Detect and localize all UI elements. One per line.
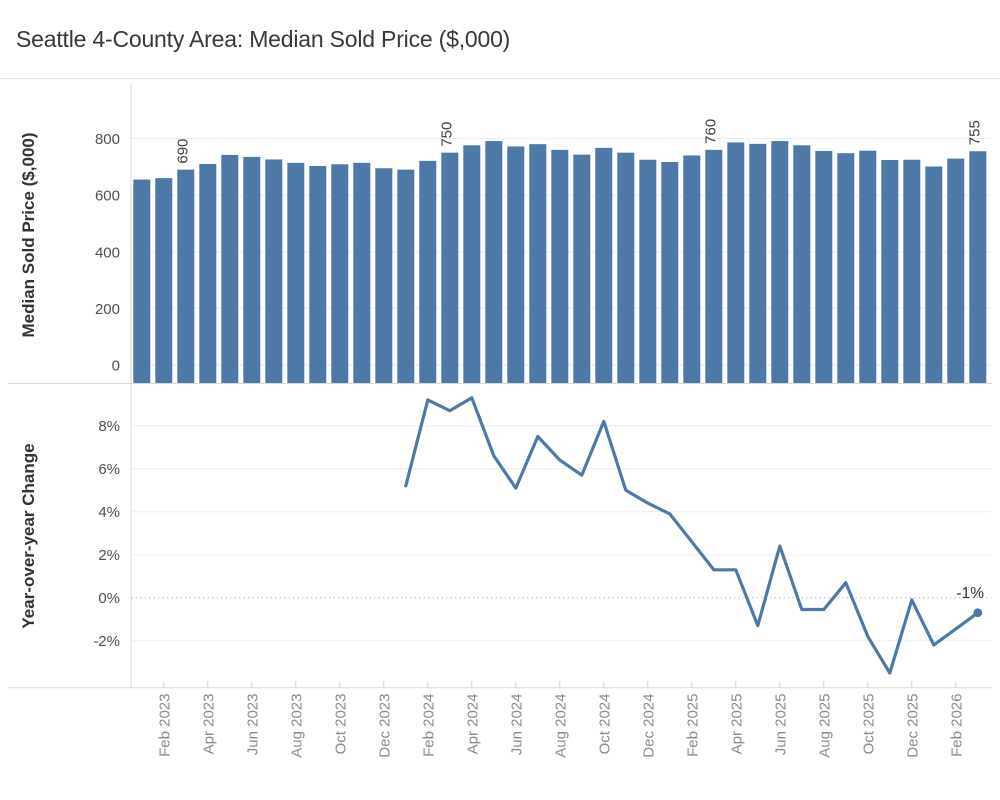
bar-jun-2024[interactable] bbox=[507, 146, 525, 384]
bar-jul-2025[interactable] bbox=[793, 145, 811, 384]
y-tick-label: 600 bbox=[95, 188, 120, 205]
x-tick-label: Apr 2024 bbox=[464, 694, 481, 755]
bar-jul-2024[interactable] bbox=[529, 144, 547, 384]
bar-sep-2025[interactable] bbox=[837, 153, 855, 384]
bar-may-2023[interactable] bbox=[221, 154, 239, 384]
bar-nov-2025[interactable] bbox=[881, 160, 899, 384]
bar-feb-2023[interactable] bbox=[155, 178, 173, 384]
bar-oct-2023[interactable] bbox=[331, 164, 349, 384]
bar-feb-2026[interactable] bbox=[947, 158, 965, 384]
bar-feb-2025[interactable] bbox=[683, 155, 701, 384]
bar-jun-2025[interactable] bbox=[771, 141, 789, 384]
bar-jan-2026[interactable] bbox=[925, 166, 943, 384]
bar-aug-2025[interactable] bbox=[815, 150, 833, 384]
bar-oct-2024[interactable] bbox=[595, 147, 613, 384]
x-tick-label: Jun 2023 bbox=[244, 694, 261, 756]
bar-sep-2024[interactable] bbox=[573, 154, 591, 384]
y-tick-label: -2% bbox=[93, 633, 120, 650]
x-tick-label: Dec 2024 bbox=[640, 694, 657, 758]
y-tick-label: 0 bbox=[112, 358, 120, 375]
title-divider bbox=[0, 78, 1000, 79]
y-tick-label: 4% bbox=[98, 504, 120, 521]
y-tick-label: 200 bbox=[95, 301, 120, 318]
bar-nov-2024[interactable] bbox=[617, 152, 635, 384]
x-tick-label: Dec 2025 bbox=[904, 694, 921, 758]
bar-nov-2023[interactable] bbox=[353, 162, 371, 384]
bar-sep-2023[interactable] bbox=[309, 165, 327, 384]
x-tick-label: Apr 2023 bbox=[200, 694, 217, 755]
bar-oct-2025[interactable] bbox=[859, 150, 877, 384]
bar-mar-2023[interactable] bbox=[177, 169, 195, 384]
x-tick-label: Oct 2023 bbox=[332, 694, 349, 755]
x-tick-label: Aug 2023 bbox=[288, 694, 305, 758]
yoy-end-point[interactable] bbox=[973, 608, 983, 618]
bar-dec-2024[interactable] bbox=[639, 159, 657, 384]
x-tick-label: Aug 2025 bbox=[816, 694, 833, 758]
x-tick-label: Oct 2025 bbox=[860, 694, 877, 755]
bar-mar-2026[interactable] bbox=[969, 151, 987, 384]
bar-value-label: 690 bbox=[174, 139, 191, 164]
bar-aug-2023[interactable] bbox=[287, 162, 305, 384]
bar-jun-2023[interactable] bbox=[243, 156, 261, 384]
bar-dec-2025[interactable] bbox=[903, 159, 921, 384]
y-tick-label: 2% bbox=[98, 547, 120, 564]
x-tick-label: Dec 2023 bbox=[376, 694, 393, 758]
bar-apr-2024[interactable] bbox=[463, 145, 481, 384]
x-tick-label: Feb 2024 bbox=[420, 694, 437, 757]
yoy-end-label: -1% bbox=[956, 585, 984, 602]
bar-may-2025[interactable] bbox=[749, 143, 767, 384]
bar-mar-2024[interactable] bbox=[441, 152, 459, 384]
bar-dec-2023[interactable] bbox=[375, 168, 393, 384]
chart-title: Seattle 4-County Area: Median Sold Price… bbox=[16, 26, 511, 52]
bar-may-2024[interactable] bbox=[485, 141, 503, 384]
bar-mar-2025[interactable] bbox=[705, 149, 723, 384]
y-tick-label: 400 bbox=[95, 244, 120, 261]
bar-value-label: 750 bbox=[438, 122, 455, 147]
bar-value-label: 760 bbox=[702, 119, 719, 144]
bar-jan-2025[interactable] bbox=[661, 161, 679, 384]
yoy-line[interactable] bbox=[404, 396, 980, 675]
bar-axis-title: Median Sold Price ($,000) bbox=[19, 132, 38, 337]
bar-value-label: 755 bbox=[966, 120, 983, 145]
y-tick-label: 8% bbox=[98, 418, 120, 435]
bar-apr-2025[interactable] bbox=[727, 142, 745, 384]
y-tick-label: 6% bbox=[98, 461, 120, 478]
bar-jan-2024[interactable] bbox=[397, 169, 415, 384]
x-tick-label: Jun 2024 bbox=[508, 694, 525, 756]
x-tick-label: Feb 2025 bbox=[684, 694, 701, 757]
line-axis-title: Year-over-year Change bbox=[19, 443, 38, 628]
bar-apr-2023[interactable] bbox=[199, 163, 217, 384]
bar-jul-2023[interactable] bbox=[265, 159, 283, 384]
y-tick-label: 0% bbox=[98, 590, 120, 607]
bar-aug-2024[interactable] bbox=[551, 149, 569, 384]
x-tick-label: Apr 2025 bbox=[728, 694, 745, 755]
bar-feb-2024[interactable] bbox=[419, 160, 437, 384]
y-tick-label: 800 bbox=[95, 131, 120, 148]
x-tick-label: Aug 2024 bbox=[552, 694, 569, 758]
bar-jan-2023[interactable] bbox=[133, 179, 151, 384]
x-tick-label: Feb 2026 bbox=[948, 694, 965, 757]
x-tick-label: Oct 2024 bbox=[596, 694, 613, 755]
x-tick-label: Jun 2025 bbox=[772, 694, 789, 756]
x-tick-label: Feb 2023 bbox=[156, 694, 173, 757]
